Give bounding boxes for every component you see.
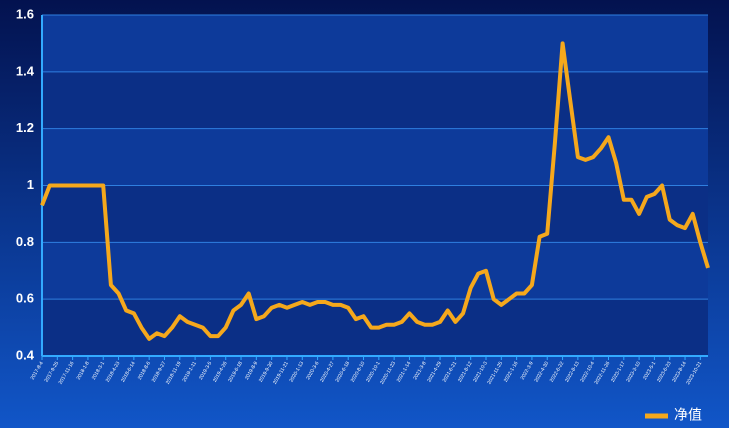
y-tick-label: 1.2 bbox=[16, 120, 34, 135]
y-tick-label: 1.4 bbox=[16, 63, 35, 78]
series-line bbox=[40, 41, 710, 341]
plot-band bbox=[42, 128, 708, 186]
y-tick-label: 0.6 bbox=[16, 291, 34, 306]
plot-band bbox=[42, 185, 708, 243]
plot-band bbox=[42, 242, 708, 300]
plot-band bbox=[42, 71, 708, 129]
plot-band bbox=[42, 15, 708, 72]
y-tick-label: 1.6 bbox=[16, 6, 34, 21]
y-tick-label: 0.8 bbox=[16, 234, 34, 249]
y-tick-label: 1 bbox=[27, 177, 34, 192]
y-tick-label: 0.4 bbox=[16, 347, 35, 362]
legend-label: 净值 bbox=[674, 407, 702, 423]
